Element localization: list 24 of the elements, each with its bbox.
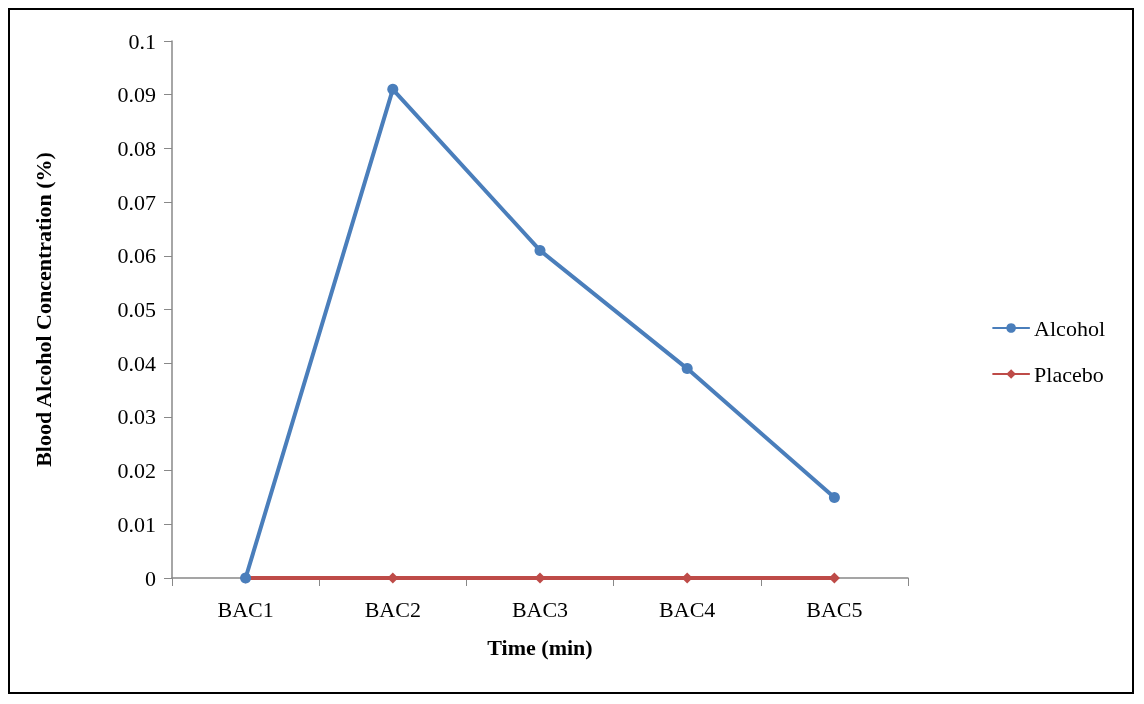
y-tick-label: 0.08 xyxy=(117,135,156,161)
x-tick-label: BAC4 xyxy=(659,596,716,622)
y-tick-label: 0 xyxy=(145,565,156,591)
x-tick-label: BAC2 xyxy=(364,596,421,622)
y-tick-label: 0.09 xyxy=(117,82,156,108)
x-axis-title: Time (min) xyxy=(487,634,593,660)
y-tick-label: 0.03 xyxy=(117,404,156,430)
point xyxy=(534,244,546,256)
y-tick-label: 0.04 xyxy=(117,350,156,376)
y-axis-title: Blood Alcohol Concentration (%) xyxy=(30,152,56,467)
point xyxy=(828,491,840,503)
y-tick-label: 0.02 xyxy=(117,458,156,484)
x-tick-label: BAC5 xyxy=(806,596,863,622)
legend-label: Placebo xyxy=(1034,361,1104,387)
point xyxy=(387,83,399,95)
y-tick-label: 0.1 xyxy=(128,28,156,54)
y-tick-label: 0.06 xyxy=(117,243,156,269)
x-tick-label: BAC1 xyxy=(217,596,274,622)
legend-label: Alcohol xyxy=(1034,315,1106,341)
y-tick-label: 0.01 xyxy=(117,511,156,537)
point xyxy=(681,363,693,375)
y-tick-label: 0.07 xyxy=(117,189,156,215)
x-tick-label: BAC3 xyxy=(511,596,569,622)
y-tick-label: 0.05 xyxy=(117,297,156,322)
